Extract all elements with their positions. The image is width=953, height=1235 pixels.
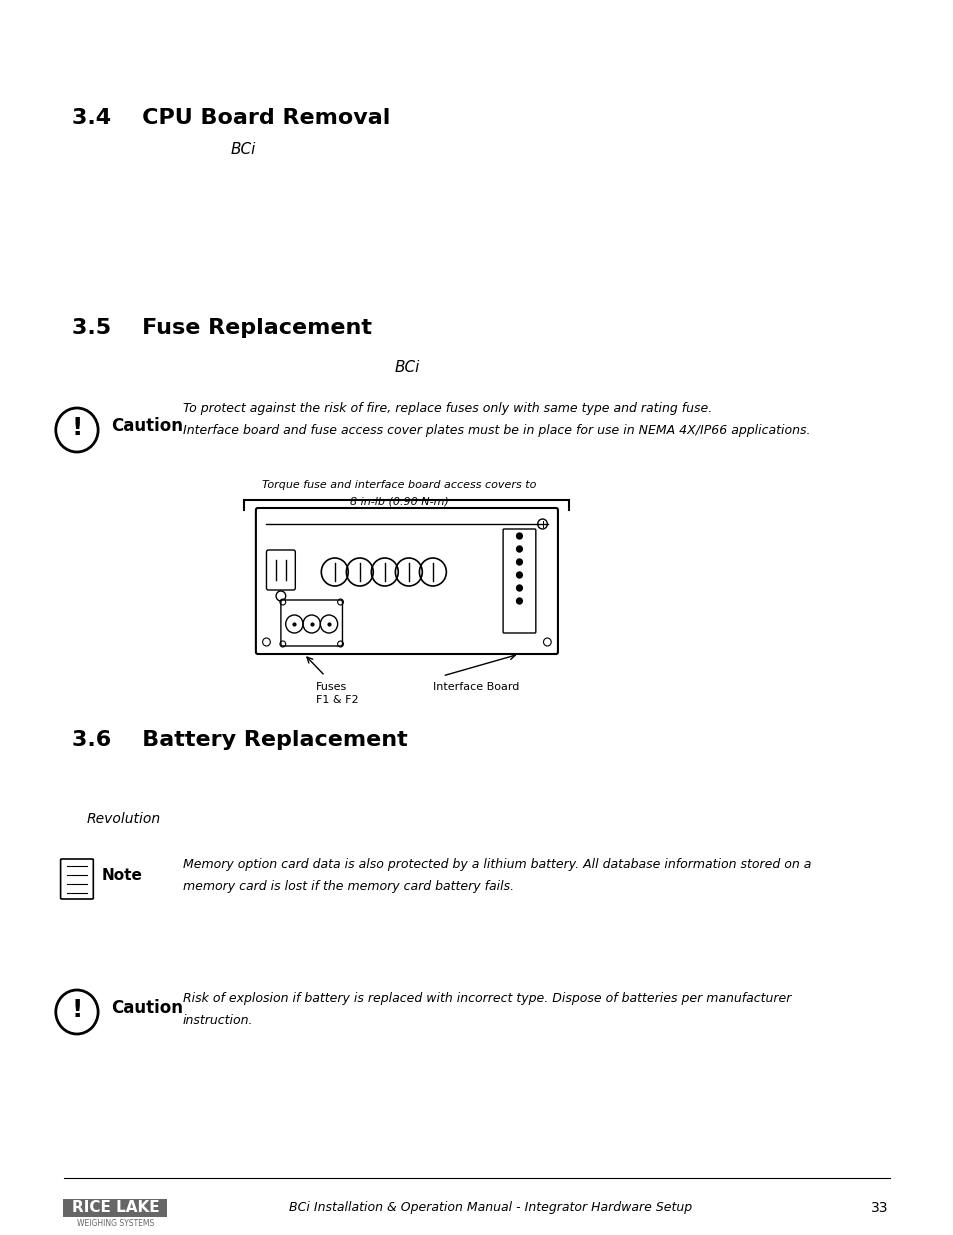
Text: Fuses: Fuses — [315, 682, 346, 692]
Text: Caution: Caution — [112, 999, 183, 1016]
Text: instruction.: instruction. — [183, 1014, 253, 1028]
Text: WEIGHING SYSTEMS: WEIGHING SYSTEMS — [77, 1219, 153, 1229]
Text: 3.5    Fuse Replacement: 3.5 Fuse Replacement — [72, 317, 372, 338]
Text: 3.4    CPU Board Removal: 3.4 CPU Board Removal — [72, 107, 390, 128]
Text: To protect against the risk of fire, replace fuses only with same type and ratin: To protect against the risk of fire, rep… — [183, 403, 711, 415]
Text: RICE LAKE: RICE LAKE — [71, 1199, 159, 1214]
Text: 33: 33 — [870, 1200, 887, 1215]
Text: Memory option card data is also protected by a lithium battery. All database inf: Memory option card data is also protecte… — [183, 858, 810, 871]
Text: Interface board and fuse access cover plates must be in place for use in NEMA 4X: Interface board and fuse access cover pl… — [183, 424, 809, 437]
Text: !: ! — [71, 998, 83, 1023]
Text: 3.6    Battery Replacement: 3.6 Battery Replacement — [72, 730, 408, 750]
Text: Torque fuse and interface board access covers to: Torque fuse and interface board access c… — [262, 480, 536, 490]
Circle shape — [516, 559, 522, 564]
Text: BCi: BCi — [394, 359, 419, 375]
FancyBboxPatch shape — [502, 529, 536, 634]
Text: !: ! — [71, 416, 83, 440]
Circle shape — [516, 585, 522, 592]
Text: BCi Installation & Operation Manual - Integrator Hardware Setup: BCi Installation & Operation Manual - In… — [289, 1202, 692, 1214]
Circle shape — [516, 572, 522, 578]
FancyBboxPatch shape — [255, 508, 558, 655]
Text: Revolution: Revolution — [87, 811, 160, 826]
Text: Interface Board: Interface Board — [433, 682, 518, 692]
Text: Note: Note — [102, 868, 143, 883]
Text: Caution: Caution — [112, 417, 183, 435]
FancyBboxPatch shape — [280, 600, 342, 646]
FancyBboxPatch shape — [266, 550, 295, 590]
Circle shape — [516, 534, 522, 538]
FancyBboxPatch shape — [64, 1199, 167, 1216]
Text: Risk of explosion if battery is replaced with incorrect type. Dispose of batteri: Risk of explosion if battery is replaced… — [183, 992, 790, 1005]
Circle shape — [516, 546, 522, 552]
Text: F1 & F2: F1 & F2 — [315, 695, 357, 705]
Circle shape — [516, 598, 522, 604]
Text: 8 in-lb (0.90 N-m): 8 in-lb (0.90 N-m) — [350, 496, 448, 506]
Text: BCi: BCi — [231, 142, 256, 157]
Text: memory card is lost if the memory card battery fails.: memory card is lost if the memory card b… — [183, 881, 514, 893]
FancyBboxPatch shape — [61, 860, 93, 899]
